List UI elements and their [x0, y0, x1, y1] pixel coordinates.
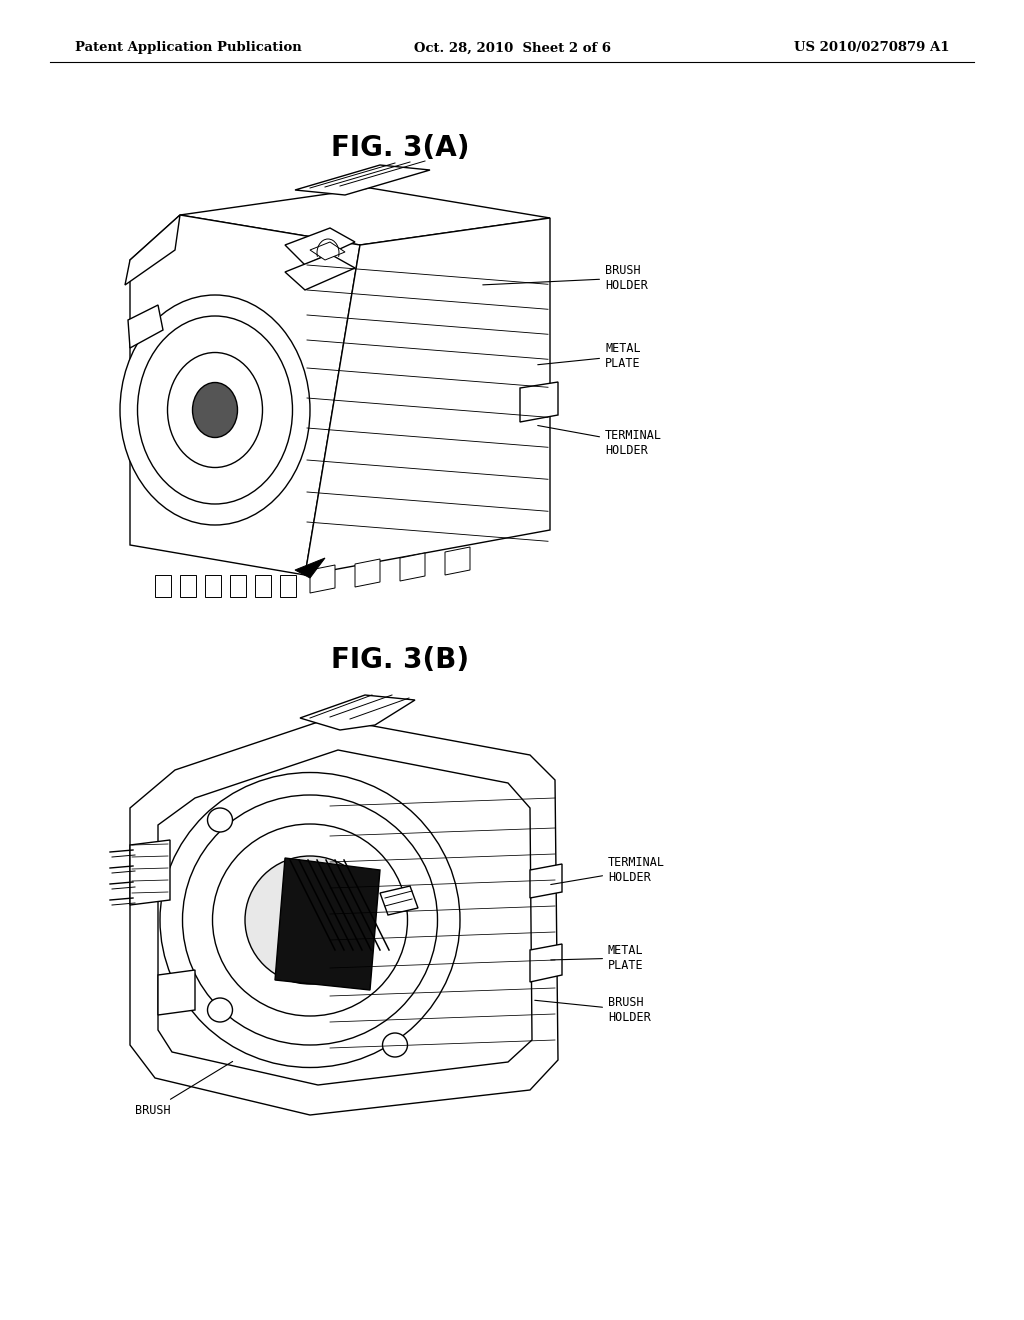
- Ellipse shape: [245, 855, 375, 983]
- Polygon shape: [158, 750, 532, 1085]
- Text: METAL
PLATE: METAL PLATE: [538, 342, 641, 370]
- Polygon shape: [180, 187, 550, 246]
- Text: FIG. 3(B): FIG. 3(B): [331, 645, 469, 675]
- Text: Oct. 28, 2010  Sheet 2 of 6: Oct. 28, 2010 Sheet 2 of 6: [414, 41, 610, 54]
- Polygon shape: [285, 253, 355, 290]
- Polygon shape: [130, 840, 170, 906]
- Bar: [155, 576, 171, 597]
- Text: TERMINAL
HOLDER: TERMINAL HOLDER: [538, 425, 662, 457]
- Ellipse shape: [182, 795, 437, 1045]
- Ellipse shape: [120, 294, 310, 525]
- Text: FIG. 3(A): FIG. 3(A): [331, 135, 469, 162]
- Polygon shape: [310, 242, 345, 260]
- Polygon shape: [305, 218, 550, 576]
- Text: BRUSH
HOLDER: BRUSH HOLDER: [482, 264, 648, 292]
- Polygon shape: [130, 718, 558, 1115]
- Polygon shape: [355, 558, 380, 587]
- Text: Patent Application Publication: Patent Application Publication: [75, 41, 302, 54]
- Bar: [280, 576, 296, 597]
- Ellipse shape: [213, 824, 408, 1016]
- Text: US 2010/0270879 A1: US 2010/0270879 A1: [795, 41, 950, 54]
- Text: BRUSH
HOLDER: BRUSH HOLDER: [535, 997, 650, 1024]
- Polygon shape: [530, 865, 562, 898]
- Polygon shape: [285, 228, 355, 265]
- Text: METAL
PLATE: METAL PLATE: [551, 944, 644, 972]
- Polygon shape: [295, 558, 325, 578]
- Ellipse shape: [137, 315, 293, 504]
- Polygon shape: [380, 886, 418, 915]
- Polygon shape: [445, 546, 470, 576]
- Ellipse shape: [208, 998, 232, 1022]
- Polygon shape: [130, 215, 360, 576]
- Polygon shape: [310, 565, 335, 593]
- Bar: [230, 576, 246, 597]
- Polygon shape: [158, 970, 195, 1015]
- Ellipse shape: [160, 772, 460, 1068]
- Ellipse shape: [383, 1034, 408, 1057]
- Text: TERMINAL
HOLDER: TERMINAL HOLDER: [551, 855, 665, 884]
- Polygon shape: [300, 696, 415, 730]
- Ellipse shape: [168, 352, 262, 467]
- Bar: [205, 576, 220, 597]
- Ellipse shape: [208, 808, 232, 832]
- Ellipse shape: [193, 383, 238, 437]
- Polygon shape: [520, 381, 558, 422]
- Polygon shape: [295, 165, 430, 195]
- Polygon shape: [400, 553, 425, 581]
- Polygon shape: [530, 944, 562, 982]
- Polygon shape: [125, 215, 180, 285]
- Polygon shape: [128, 305, 163, 348]
- Text: BRUSH: BRUSH: [135, 1061, 232, 1117]
- Polygon shape: [275, 858, 380, 990]
- Bar: [255, 576, 270, 597]
- Bar: [180, 576, 196, 597]
